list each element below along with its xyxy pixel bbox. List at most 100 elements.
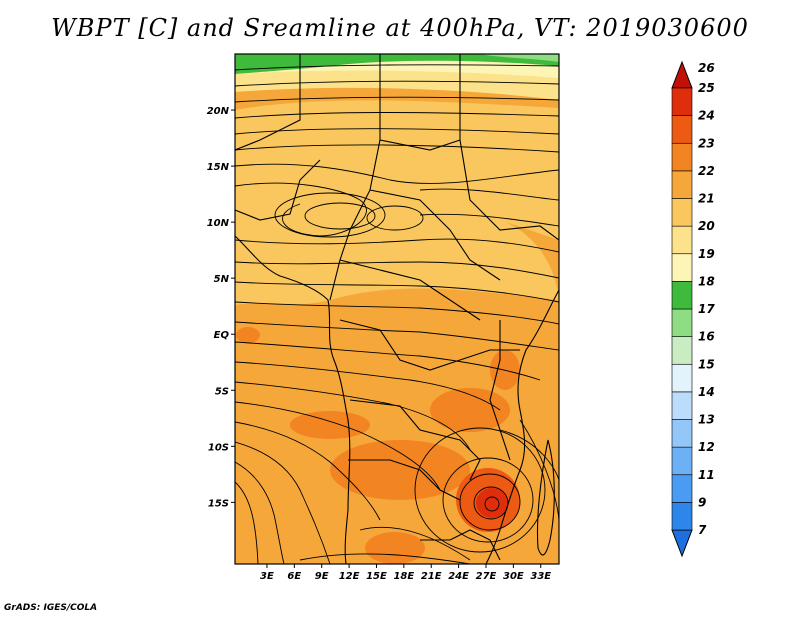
lon-tick-label: 18E xyxy=(393,571,414,582)
streamline xyxy=(235,481,259,564)
border xyxy=(235,54,301,151)
grads-credit: GrADS: IGES/COLA xyxy=(4,603,98,613)
colorbar-level-label: 25 xyxy=(698,81,715,95)
shade-18-band xyxy=(235,54,559,74)
lon-tick-label: 24E xyxy=(448,571,469,582)
streamline xyxy=(235,182,367,237)
border xyxy=(379,54,461,151)
colorbar-level-label: 17 xyxy=(698,302,715,316)
coastline-west-africa xyxy=(235,235,351,564)
border xyxy=(339,259,481,321)
colorbar-level-label: 11 xyxy=(698,468,715,482)
streamline xyxy=(235,96,559,103)
streamline xyxy=(235,341,541,381)
plot-frame xyxy=(234,53,560,565)
colorbar-swatch xyxy=(671,198,693,227)
lat-tick-label: 5S xyxy=(215,386,229,397)
streamline-cyclone xyxy=(442,457,534,543)
colorbar-swatch xyxy=(671,225,693,255)
streamline xyxy=(235,441,331,564)
streamline xyxy=(235,401,441,491)
colorbar-swatch xyxy=(671,336,693,365)
streamline xyxy=(419,213,559,227)
streamline xyxy=(235,461,285,564)
streamline xyxy=(235,281,559,303)
colorbar-level-label: 24 xyxy=(698,109,715,123)
streamline xyxy=(519,419,559,521)
colorbar-level-label: 22 xyxy=(698,164,715,178)
country-borders xyxy=(235,54,559,564)
lon-tick-label: 12E xyxy=(339,571,360,582)
shade-23-patch xyxy=(330,440,470,500)
shade-23-patch xyxy=(290,411,370,439)
shade-23-patch xyxy=(365,532,425,564)
colorbar-swatch xyxy=(671,308,693,337)
streamline xyxy=(359,526,471,561)
lat-tick-label: 15S xyxy=(208,498,229,509)
colorbar-level-label: 19 xyxy=(698,247,715,261)
shade-17-band xyxy=(480,54,559,62)
lon-tick-label: 9E xyxy=(315,571,329,582)
streamline xyxy=(235,64,559,71)
colorbar-swatch xyxy=(671,115,693,144)
streamline xyxy=(235,261,559,279)
lon-tick-label: 15E xyxy=(366,571,387,582)
streamline xyxy=(235,144,559,153)
border xyxy=(420,529,501,561)
colorbar-swatch xyxy=(671,87,693,116)
streamline xyxy=(235,112,559,119)
longitude-axis: 3E 6E 9E 12E 15E 18E 21E 24E 27E 30E 33E xyxy=(260,564,551,582)
streamline-cyclone xyxy=(484,496,500,512)
lon-tick-label: 30E xyxy=(503,571,524,582)
colorbar-level-label: 13 xyxy=(698,413,715,427)
streamline xyxy=(235,163,559,184)
coastline-east-africa xyxy=(485,289,559,564)
streamline xyxy=(235,381,471,451)
shade-21-band xyxy=(235,100,559,305)
streamline xyxy=(235,321,559,351)
colorbar-level-label: 16 xyxy=(698,330,715,344)
streamline xyxy=(235,128,559,135)
colorbar-swatch xyxy=(671,446,693,476)
streamline-cyclone xyxy=(414,427,546,553)
shade-25-core xyxy=(476,488,508,518)
border xyxy=(489,320,511,461)
streamline-eddy xyxy=(274,192,386,238)
lat-tick-label: 20N xyxy=(207,106,230,117)
colorbar-swatch xyxy=(671,170,693,199)
chart-title: WBPT [C] and Sreamline at 400hPa, VT: 20… xyxy=(51,14,749,42)
colorbar-level-label: 23 xyxy=(698,136,715,150)
colorbar-upper-arrow xyxy=(671,60,693,89)
border xyxy=(369,189,501,281)
colorbar-swatch xyxy=(671,474,693,503)
lon-tick-label: 27E xyxy=(476,571,497,582)
streamline-cyclone xyxy=(459,473,521,531)
streamlines xyxy=(235,64,559,564)
lat-tick-label: 10S xyxy=(208,442,229,453)
lon-tick-label: 21E xyxy=(421,571,442,582)
colorbar-swatch xyxy=(671,391,693,420)
border xyxy=(329,139,381,301)
colorbar-level-label: 21 xyxy=(698,192,715,206)
streamline xyxy=(235,80,559,87)
border xyxy=(348,459,461,501)
colorbar-level-label: 15 xyxy=(698,357,715,371)
shade-23-patch xyxy=(236,327,260,343)
streamline xyxy=(499,429,559,481)
streamline xyxy=(235,301,559,325)
lat-tick-label: 5N xyxy=(214,274,230,285)
border xyxy=(459,139,559,241)
streamline xyxy=(235,238,559,253)
lat-tick-label: 15N xyxy=(207,162,230,173)
colorbar-swatch xyxy=(671,363,693,393)
streamline xyxy=(235,361,501,411)
colorbar-level-label: 20 xyxy=(698,219,715,233)
colorbar-level-label: 12 xyxy=(698,440,715,454)
colorbar-level-label: 26 xyxy=(698,61,715,75)
colorbar-level-label: 7 xyxy=(698,523,707,537)
colorbar-swatch xyxy=(671,419,693,448)
latitude-axis: 20N 15N 10N 5N EQ 5S 10S 15S xyxy=(207,106,235,509)
colorbar-level-label: 14 xyxy=(698,385,715,399)
streamline-eddy xyxy=(366,205,424,231)
lon-tick-label: 6E xyxy=(287,571,301,582)
